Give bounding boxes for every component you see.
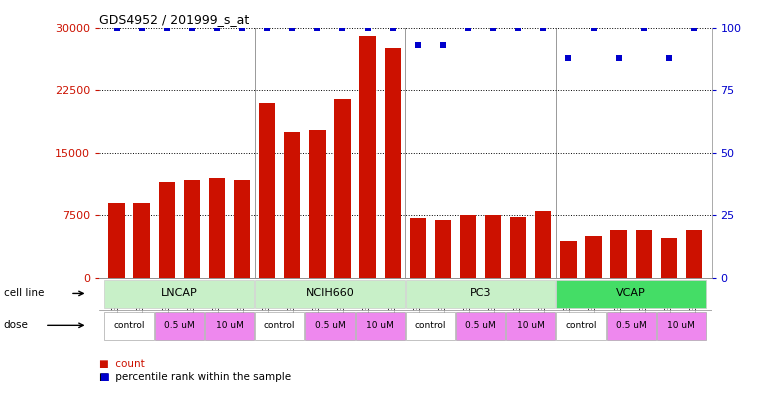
Bar <box>585 236 602 278</box>
Bar <box>284 132 301 278</box>
Bar <box>556 280 706 309</box>
Text: 10 uM: 10 uM <box>667 321 696 330</box>
Text: GDS4952 / 201999_s_at: GDS4952 / 201999_s_at <box>99 13 249 26</box>
Bar <box>355 312 405 340</box>
Point <box>286 24 298 31</box>
Bar <box>158 182 175 278</box>
Text: control: control <box>264 321 295 330</box>
Text: ■  count: ■ count <box>99 358 145 369</box>
Bar <box>661 238 677 278</box>
Bar <box>456 312 505 340</box>
Point <box>186 24 198 31</box>
Bar <box>556 312 606 340</box>
Bar <box>460 215 476 278</box>
Bar <box>108 203 125 278</box>
Text: LNCAP: LNCAP <box>161 288 198 298</box>
Point <box>613 55 625 61</box>
Bar <box>334 99 351 278</box>
Text: control: control <box>415 321 446 330</box>
Bar <box>510 217 527 278</box>
Text: ■: ■ <box>99 372 109 382</box>
Bar <box>154 312 204 340</box>
Point <box>487 24 499 31</box>
Text: 0.5 uM: 0.5 uM <box>616 321 647 330</box>
Bar <box>104 280 254 309</box>
Bar <box>610 230 627 278</box>
Text: 0.5 uM: 0.5 uM <box>314 321 345 330</box>
Text: 10 uM: 10 uM <box>215 321 244 330</box>
Text: 10 uM: 10 uM <box>366 321 394 330</box>
Point <box>361 24 374 31</box>
Point <box>110 24 123 31</box>
Point <box>261 24 273 31</box>
Bar <box>535 211 552 278</box>
Text: control: control <box>565 321 597 330</box>
Bar <box>183 180 200 278</box>
Bar <box>657 312 706 340</box>
Point <box>135 24 148 31</box>
Bar <box>305 312 355 340</box>
Point <box>387 24 399 31</box>
Bar <box>133 203 150 278</box>
Bar <box>409 218 426 278</box>
Bar <box>255 280 405 309</box>
Bar <box>406 312 455 340</box>
Bar <box>234 180 250 278</box>
Point <box>336 24 349 31</box>
Bar <box>104 312 154 340</box>
Point <box>412 42 424 48</box>
Bar <box>435 220 451 278</box>
Bar <box>506 312 556 340</box>
Text: cell line: cell line <box>4 288 44 298</box>
Point <box>638 24 650 31</box>
Bar <box>309 130 326 278</box>
Point <box>211 24 223 31</box>
Bar <box>607 312 656 340</box>
Text: ■  percentile rank within the sample: ■ percentile rank within the sample <box>99 372 291 382</box>
Bar <box>209 178 225 278</box>
Bar <box>485 215 501 278</box>
Point <box>512 24 524 31</box>
Text: 0.5 uM: 0.5 uM <box>164 321 195 330</box>
Point <box>537 24 549 31</box>
Text: VCAP: VCAP <box>616 288 646 298</box>
Bar <box>359 36 376 278</box>
Bar <box>635 230 652 278</box>
Point <box>311 24 323 31</box>
Bar <box>384 48 401 278</box>
Bar <box>560 241 577 278</box>
Bar <box>259 103 275 278</box>
Text: control: control <box>113 321 145 330</box>
Point <box>688 24 700 31</box>
Bar <box>205 312 254 340</box>
Text: dose: dose <box>4 320 29 331</box>
Point <box>437 42 449 48</box>
Point <box>161 24 173 31</box>
Point <box>562 55 575 61</box>
Point <box>663 55 675 61</box>
Text: 10 uM: 10 uM <box>517 321 545 330</box>
Point <box>236 24 248 31</box>
Bar <box>255 312 304 340</box>
Text: 0.5 uM: 0.5 uM <box>465 321 496 330</box>
Bar <box>686 230 702 278</box>
Bar <box>406 280 556 309</box>
Text: NCIH660: NCIH660 <box>305 288 355 298</box>
Point <box>587 24 600 31</box>
Point <box>462 24 474 31</box>
Text: PC3: PC3 <box>470 288 492 298</box>
